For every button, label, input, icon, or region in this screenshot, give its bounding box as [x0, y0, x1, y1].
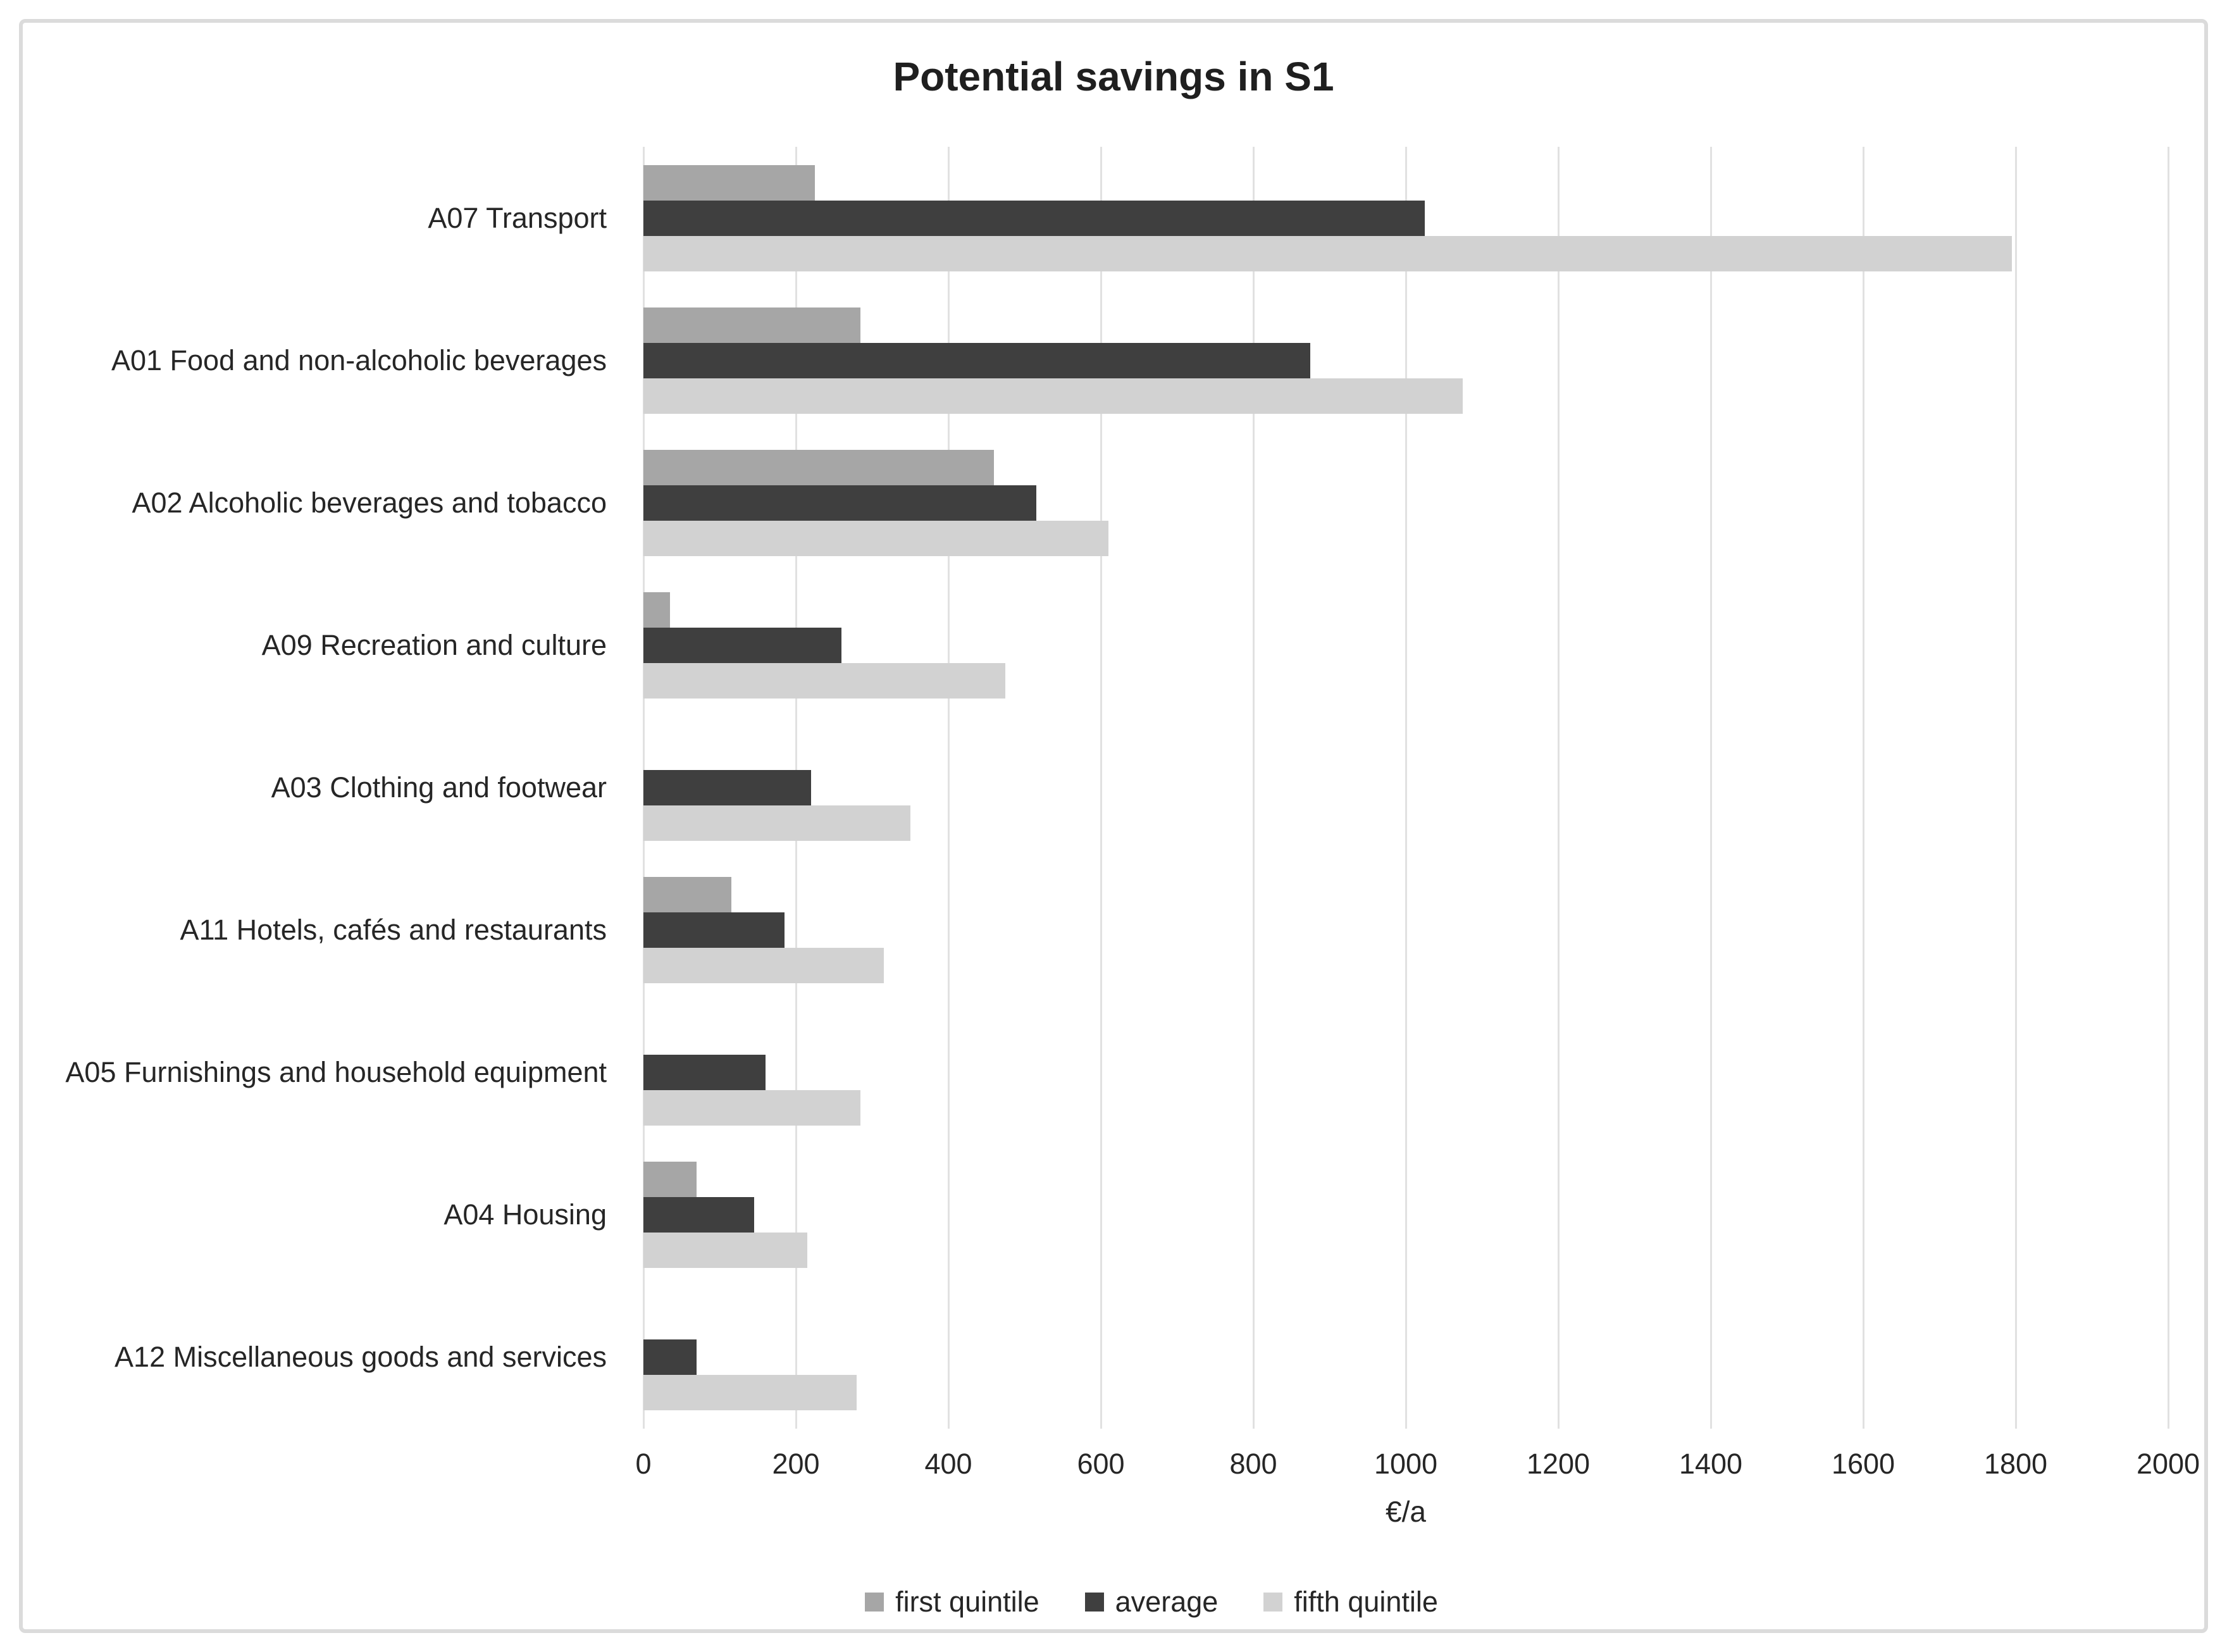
x-tick-label: 1600 [1831, 1448, 1895, 1480]
bar-first-quintile [643, 592, 671, 628]
x-tick-label: 1000 [1374, 1448, 1438, 1480]
bar-fifth-quintile [643, 805, 910, 841]
gridline [1100, 147, 1102, 1429]
chart-title: Potential savings in S1 [893, 54, 1334, 99]
legend-label: fifth quintile [1294, 1586, 1438, 1618]
plot-area [642, 147, 2169, 1429]
legend-item-fifth-quintile: fifth quintile [1263, 1586, 1438, 1618]
bar-fifth-quintile [643, 520, 1109, 556]
bar-average [643, 1339, 697, 1376]
gridline [1557, 147, 1560, 1429]
category-label: A03 Clothing and footwear [271, 771, 607, 804]
bar-average [643, 485, 1036, 521]
x-tick-label: 1200 [1526, 1448, 1591, 1480]
bar-fifth-quintile [643, 948, 884, 984]
category-label: A09 Recreation and culture [261, 628, 607, 661]
category-label: A11 Hotels, cafés and restaurants [180, 914, 607, 947]
bar-fifth-quintile [643, 378, 1463, 414]
legend-item-average: average [1084, 1586, 1219, 1618]
legend-item-first-quintile: first quintile [865, 1586, 1039, 1618]
gridline [1709, 147, 1712, 1429]
bar-fifth-quintile [643, 1090, 861, 1126]
bar-first-quintile [643, 165, 816, 201]
x-tick-label: 2000 [2136, 1448, 2200, 1480]
category-label: A05 Furnishings and household equipment [65, 1056, 607, 1089]
legend-swatch-icon [865, 1593, 884, 1612]
gridline [2014, 147, 2017, 1429]
x-tick-label: 600 [1077, 1448, 1125, 1480]
legend-swatch-icon [1263, 1593, 1283, 1612]
bar-fifth-quintile [643, 662, 1006, 699]
x-tick-label: 800 [1229, 1448, 1277, 1480]
category-label: A07 Transport [428, 201, 607, 234]
x-tick-label: 0 [635, 1448, 652, 1480]
bar-first-quintile [643, 449, 995, 485]
x-tick-label: 1400 [1678, 1448, 1743, 1480]
legend-label: average [1115, 1586, 1219, 1618]
legend-swatch-icon [1084, 1593, 1104, 1612]
gridline [1405, 147, 1407, 1429]
gridline [947, 147, 950, 1429]
bar-average [643, 200, 1425, 236]
bar-first-quintile [643, 1162, 697, 1198]
x-tick-label: 200 [772, 1448, 820, 1480]
legend-label: first quintile [895, 1586, 1039, 1618]
bar-first-quintile [643, 877, 731, 913]
category-label: A04 Housing [444, 1198, 607, 1231]
category-label: A01 Food and non-alcoholic beverages [111, 344, 607, 376]
gridline [2167, 147, 2169, 1429]
x-axis-title: €/a [1386, 1495, 1426, 1528]
category-label: A02 Alcoholic beverages and tobacco [132, 486, 607, 519]
legend: first quintile average fifth quintile [38, 1586, 2227, 1618]
bar-first-quintile [643, 307, 861, 343]
bar-average [643, 912, 785, 948]
bar-average [643, 627, 842, 663]
gridline [1862, 147, 1864, 1429]
gridline [1252, 147, 1255, 1429]
bar-fifth-quintile [643, 235, 2012, 271]
bar-average [643, 1055, 766, 1091]
bar-fifth-quintile [643, 1233, 808, 1269]
x-tick-label: 1800 [1983, 1448, 2048, 1480]
bar-average [643, 770, 812, 805]
bar-average [643, 342, 1311, 378]
x-tick-label: 400 [924, 1448, 972, 1480]
bar-fifth-quintile [643, 1375, 857, 1411]
bar-average [643, 1197, 754, 1233]
category-label: A12 Miscellaneous goods and services [115, 1341, 607, 1374]
